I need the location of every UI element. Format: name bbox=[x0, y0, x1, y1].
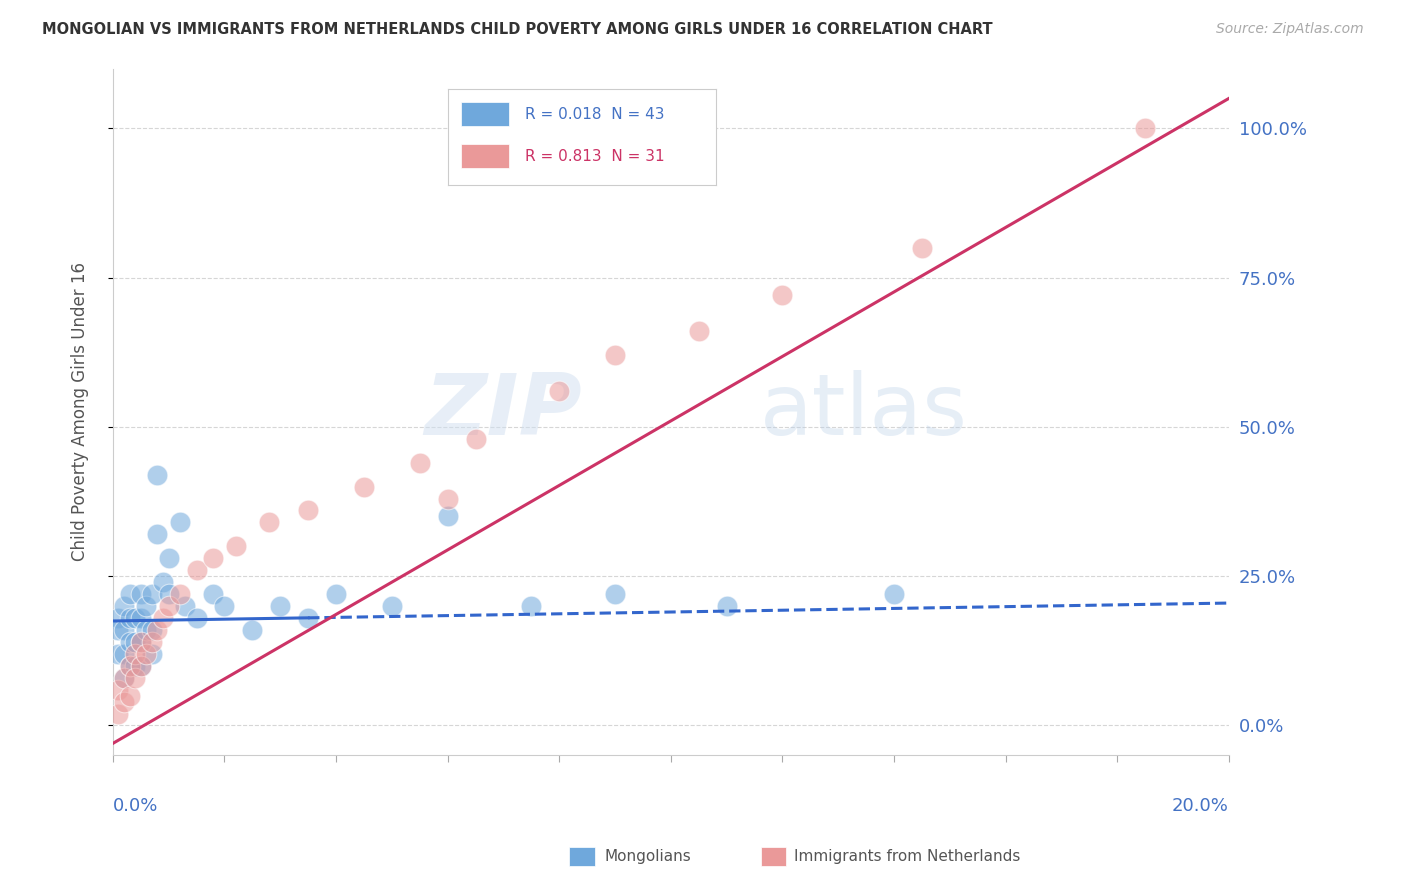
Point bbox=[146, 623, 169, 637]
Point bbox=[240, 623, 263, 637]
Point bbox=[257, 516, 280, 530]
Point bbox=[141, 623, 163, 637]
Point bbox=[135, 599, 157, 613]
Point bbox=[186, 611, 208, 625]
Point bbox=[118, 635, 141, 649]
Point bbox=[157, 599, 180, 613]
Point bbox=[1135, 121, 1157, 136]
Point bbox=[107, 682, 129, 697]
Point bbox=[152, 611, 174, 625]
Point bbox=[129, 635, 152, 649]
Point bbox=[548, 384, 571, 398]
Point bbox=[297, 503, 319, 517]
Point bbox=[688, 324, 710, 338]
Point bbox=[118, 658, 141, 673]
Point bbox=[269, 599, 291, 613]
Point bbox=[436, 509, 458, 524]
Y-axis label: Child Poverty Among Girls Under 16: Child Poverty Among Girls Under 16 bbox=[72, 262, 89, 561]
Point bbox=[214, 599, 236, 613]
Point bbox=[146, 467, 169, 482]
Point bbox=[124, 635, 146, 649]
Point bbox=[112, 671, 135, 685]
Point bbox=[353, 480, 375, 494]
Point bbox=[174, 599, 197, 613]
Point bbox=[381, 599, 404, 613]
Point bbox=[112, 647, 135, 661]
Text: MONGOLIAN VS IMMIGRANTS FROM NETHERLANDS CHILD POVERTY AMONG GIRLS UNDER 16 CORR: MONGOLIAN VS IMMIGRANTS FROM NETHERLANDS… bbox=[42, 22, 993, 37]
Point bbox=[772, 288, 794, 302]
Point bbox=[129, 611, 152, 625]
Point bbox=[409, 456, 432, 470]
Point bbox=[202, 551, 225, 566]
Point bbox=[135, 623, 157, 637]
Point bbox=[225, 539, 247, 553]
Point bbox=[202, 587, 225, 601]
Point bbox=[297, 611, 319, 625]
Point bbox=[146, 527, 169, 541]
Point bbox=[883, 587, 905, 601]
Point bbox=[603, 348, 626, 362]
Text: ZIP: ZIP bbox=[425, 370, 582, 453]
Point bbox=[129, 587, 152, 601]
Point bbox=[129, 635, 152, 649]
Point bbox=[112, 599, 135, 613]
Point bbox=[141, 647, 163, 661]
Point bbox=[436, 491, 458, 506]
Point bbox=[129, 658, 152, 673]
Text: Immigrants from Netherlands: Immigrants from Netherlands bbox=[794, 849, 1021, 863]
Point bbox=[157, 587, 180, 601]
Text: 20.0%: 20.0% bbox=[1173, 797, 1229, 814]
Text: Mongolians: Mongolians bbox=[605, 849, 692, 863]
Point bbox=[464, 432, 486, 446]
Point bbox=[520, 599, 543, 613]
Point bbox=[186, 563, 208, 577]
Point bbox=[118, 658, 141, 673]
Point bbox=[112, 695, 135, 709]
Point bbox=[112, 671, 135, 685]
Point bbox=[129, 658, 152, 673]
Point bbox=[152, 575, 174, 590]
Point bbox=[169, 516, 191, 530]
Text: Source: ZipAtlas.com: Source: ZipAtlas.com bbox=[1216, 22, 1364, 37]
Point bbox=[107, 611, 129, 625]
Point bbox=[112, 623, 135, 637]
Point bbox=[603, 587, 626, 601]
Point bbox=[118, 689, 141, 703]
Point bbox=[141, 587, 163, 601]
Point bbox=[118, 587, 141, 601]
Point bbox=[107, 706, 129, 721]
Point bbox=[157, 551, 180, 566]
Point bbox=[325, 587, 347, 601]
Point bbox=[124, 658, 146, 673]
Point bbox=[107, 647, 129, 661]
Point bbox=[124, 647, 146, 661]
Point bbox=[124, 671, 146, 685]
Point bbox=[135, 647, 157, 661]
Point bbox=[911, 241, 934, 255]
Point bbox=[124, 611, 146, 625]
Text: atlas: atlas bbox=[761, 370, 969, 453]
Point bbox=[118, 611, 141, 625]
Text: 0.0%: 0.0% bbox=[112, 797, 159, 814]
Point bbox=[716, 599, 738, 613]
Point bbox=[141, 635, 163, 649]
Point bbox=[169, 587, 191, 601]
Point bbox=[107, 623, 129, 637]
